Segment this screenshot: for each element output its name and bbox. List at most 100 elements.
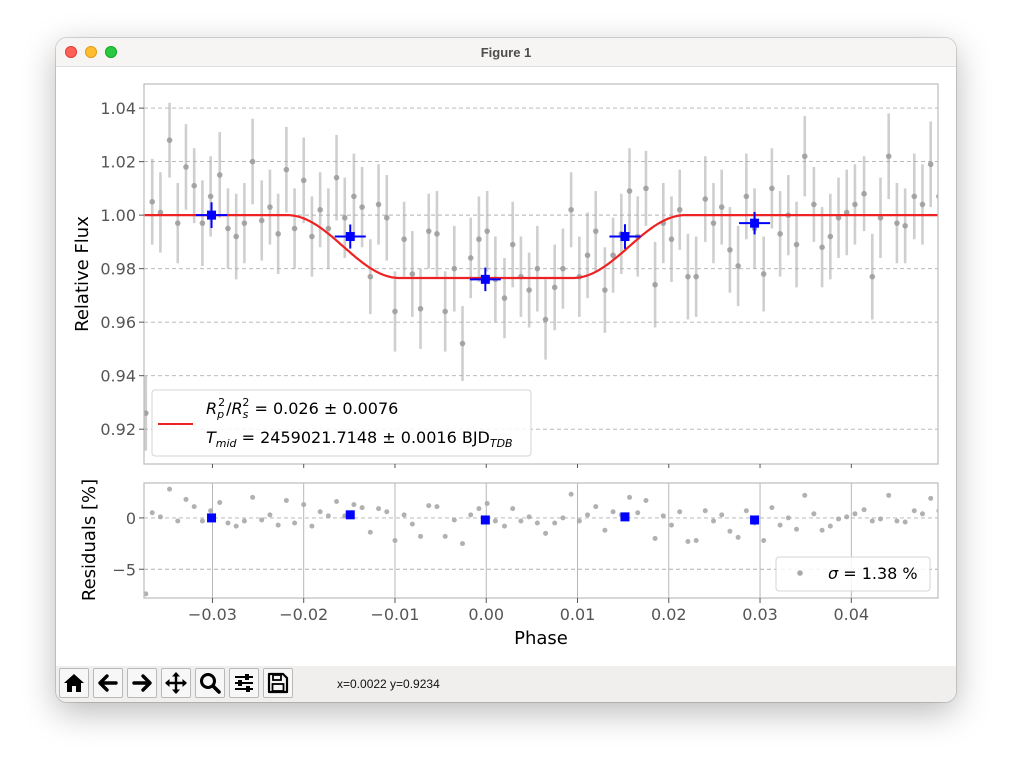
zoom-button[interactable] [195,668,225,698]
residual-point [719,512,725,518]
residual-point [552,520,558,526]
residual-point [384,509,390,515]
residual-point [836,516,842,522]
residual-point [669,522,675,528]
residual-point [743,508,749,514]
residual-point [510,506,516,512]
residual-point [660,513,666,519]
residual-point [534,520,540,526]
residual-point [919,511,925,517]
flux-raw-point [693,273,699,280]
residual-point [794,526,800,532]
flux-ytick-label: 1.00 [100,206,136,225]
binned-residual-point [345,510,355,520]
residual-point [309,523,315,529]
flux-raw-point [267,204,273,210]
residual-point [643,497,649,503]
flux-raw-point [451,265,458,272]
flux-raw-point [526,287,532,293]
pan-button[interactable] [161,668,191,698]
residual-point [911,508,917,514]
save-button[interactable] [263,668,293,698]
residuals-ylabel: Residuals [%] [79,479,100,601]
configure-subplots-button[interactable] [229,668,259,698]
flux-raw-point [953,191,956,197]
residuals-legend-box [775,556,931,592]
residual-point [167,486,173,492]
forward-button[interactable] [127,668,157,698]
residual-point [292,520,298,526]
window-title: Figure 1 [480,45,532,60]
maximize-window-button[interactable] [105,46,117,58]
residual-point [442,533,448,539]
flux-raw-point [861,190,867,197]
residuals-legend-swatch [797,570,803,576]
residual-point [267,512,273,518]
residual-point [492,518,498,524]
residuals-legend: σ = 1.38 % [775,556,931,592]
residual-point [777,522,783,528]
flux-raw-point [258,217,265,224]
residual-point [334,498,340,504]
flux-legend-tmid-label: Tmid = 2459021.7148 ± 0.0016 BJDTDB [206,428,513,450]
flux-raw-point [769,185,775,192]
residual-point [902,519,908,525]
residuals-xtick-label: 0.03 [742,605,778,624]
flux-raw-point [668,236,675,243]
residual-point [953,507,956,512]
flux-raw-point [291,225,298,232]
flux-raw-point [852,201,858,208]
residual-point [761,538,767,543]
residual-point [233,523,239,529]
flux-raw-point [936,193,938,200]
residual-point [250,494,256,500]
flux-raw-point [225,225,231,232]
figure-canvas[interactable]: 0.92 0.94 0.96 0.98 1.00 1.02 1.04 Relative Fl… [56,67,956,666]
flux-raw-point [777,231,783,237]
binned-residual-point [620,512,630,522]
flux-raw-point [359,204,365,210]
flux-raw-point [275,231,281,237]
flux-raw-point [341,215,348,221]
residual-point [627,494,633,500]
close-window-button[interactable] [65,46,77,58]
residual-point [869,518,875,524]
residual-point [275,522,281,528]
flux-raw-point [801,153,808,160]
residual-point [317,509,323,515]
residual-point [501,523,507,529]
flux-raw-point [484,228,490,234]
residual-point [635,510,641,516]
home-button[interactable] [59,668,89,698]
residual-point [199,518,205,524]
residual-point [894,518,900,524]
residual-point [241,518,247,524]
flux-raw-point [643,185,649,192]
flux-raw-point [894,220,900,226]
flux-raw-point [233,233,239,240]
residual-point [283,497,289,503]
flux-raw-point [911,193,918,200]
back-button[interactable] [93,668,123,698]
residual-point [735,534,741,540]
residual-point [802,492,808,498]
flux-raw-point [560,265,566,272]
residual-point [560,515,566,521]
flux-raw-point [283,166,290,173]
minimize-window-button[interactable] [85,46,97,58]
flux-raw-point [434,231,440,237]
residuals-ytick-label: 0 [126,509,136,528]
flux-raw-point [351,193,357,200]
residual-point [568,491,574,497]
residuals-xtick-label: 0.00 [468,605,504,624]
flux-raw-point [685,273,691,280]
flux-axes-frame [143,83,939,465]
binned-point [620,232,630,242]
residual-point [476,506,482,512]
residual-point [827,523,833,529]
residual-point [936,508,938,514]
flux-raw-point [702,196,709,202]
residual-point [434,504,440,510]
residual-point [259,517,265,523]
floppy-disk-icon [267,672,289,694]
